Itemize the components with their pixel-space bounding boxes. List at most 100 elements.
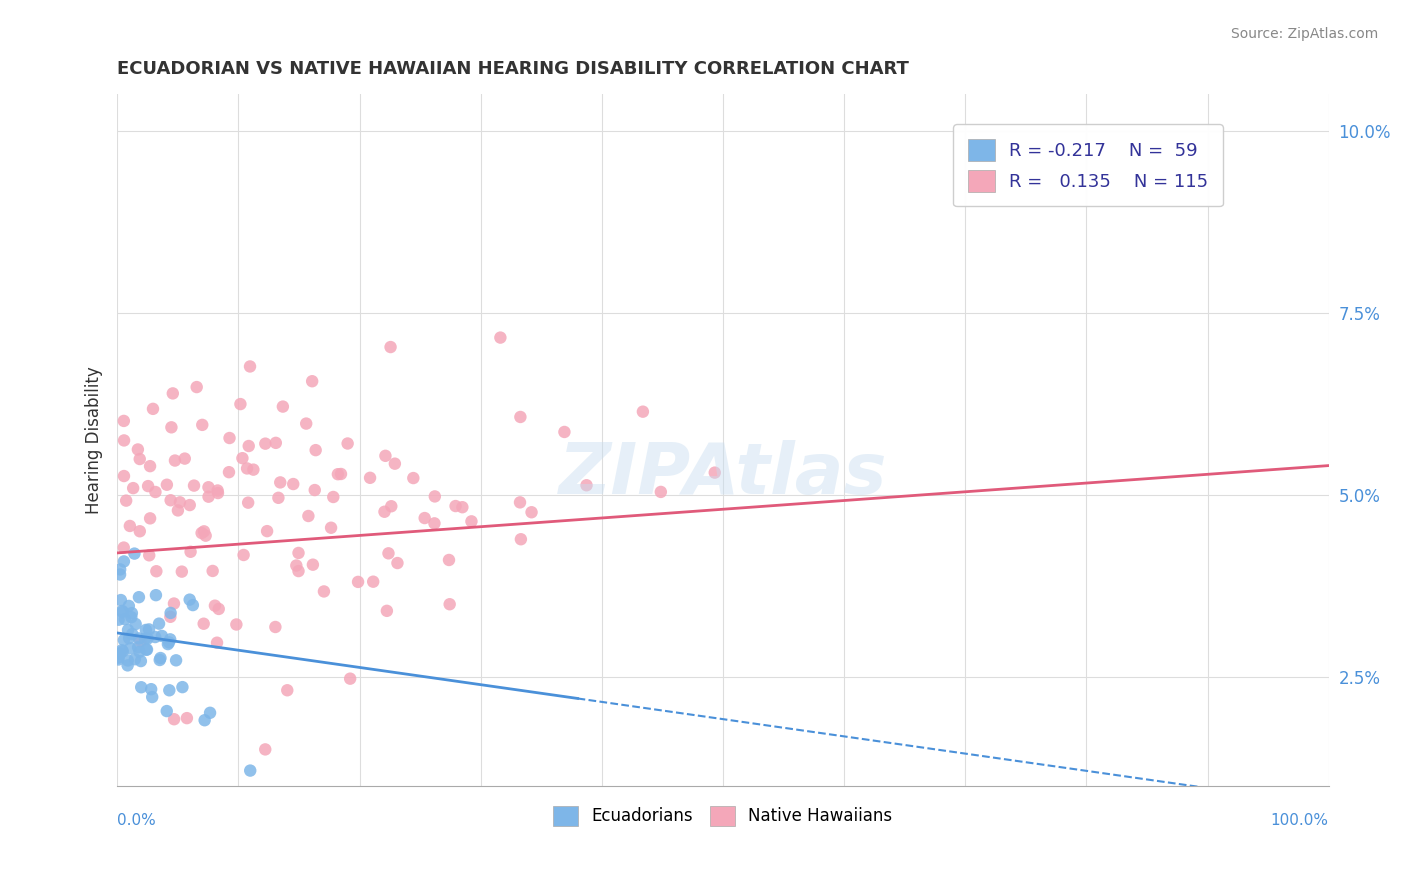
- Point: [198, 706, 221, 720]
- Point: [149, 653, 172, 667]
- Point: [232, 548, 254, 562]
- Point: [204, 599, 226, 613]
- Point: [122, 481, 145, 495]
- Point: [374, 449, 396, 463]
- Point: [120, 641, 142, 656]
- Point: [384, 457, 406, 471]
- Point: [163, 712, 186, 726]
- Point: [117, 653, 139, 667]
- Point: [190, 526, 212, 541]
- Point: [139, 511, 162, 525]
- Point: [169, 495, 191, 509]
- Point: [118, 519, 141, 533]
- Point: [142, 401, 165, 416]
- Point: [172, 680, 194, 694]
- Point: [319, 521, 342, 535]
- Point: [128, 452, 150, 467]
- Point: [124, 617, 146, 632]
- Point: [380, 340, 402, 354]
- Point: [287, 546, 309, 560]
- Point: [301, 374, 323, 388]
- Point: [197, 480, 219, 494]
- Point: [121, 627, 143, 641]
- Point: [254, 436, 277, 450]
- Point: [322, 490, 344, 504]
- Point: [118, 631, 141, 645]
- Point: [239, 764, 262, 778]
- Point: [145, 485, 167, 500]
- Point: [179, 592, 201, 607]
- Point: [186, 380, 208, 394]
- Point: [112, 633, 135, 648]
- Point: [141, 690, 163, 704]
- Point: [254, 742, 277, 756]
- Point: [287, 564, 309, 578]
- Point: [124, 547, 146, 561]
- Point: [444, 499, 467, 513]
- Point: [361, 574, 384, 589]
- Point: [423, 516, 446, 531]
- Point: [509, 495, 531, 509]
- Point: [157, 635, 180, 649]
- Point: [134, 632, 156, 646]
- Point: [143, 630, 166, 644]
- Point: [402, 471, 425, 485]
- Point: [197, 490, 219, 504]
- Point: [173, 451, 195, 466]
- Point: [165, 653, 187, 667]
- Point: [159, 493, 181, 508]
- Point: [129, 654, 152, 668]
- Point: [236, 461, 259, 475]
- Point: [267, 491, 290, 505]
- Point: [218, 465, 240, 479]
- Point: [201, 564, 224, 578]
- Text: 0.0%: 0.0%: [117, 814, 156, 829]
- Point: [118, 599, 141, 613]
- Point: [359, 471, 381, 485]
- Point: [112, 414, 135, 428]
- Point: [145, 564, 167, 578]
- Point: [225, 617, 247, 632]
- Point: [347, 574, 370, 589]
- Point: [460, 514, 482, 528]
- Point: [703, 466, 725, 480]
- Point: [373, 505, 395, 519]
- Point: [167, 503, 190, 517]
- Point: [181, 598, 204, 612]
- Point: [108, 647, 131, 661]
- Point: [330, 467, 353, 481]
- Point: [128, 590, 150, 604]
- Point: [271, 400, 294, 414]
- Point: [117, 623, 139, 637]
- Point: [112, 554, 135, 568]
- Point: [159, 609, 181, 624]
- Point: [108, 567, 131, 582]
- Point: [150, 629, 173, 643]
- Point: [387, 556, 409, 570]
- Point: [117, 658, 139, 673]
- Point: [128, 645, 150, 659]
- Point: [149, 651, 172, 665]
- Point: [136, 642, 159, 657]
- Point: [264, 435, 287, 450]
- Point: [114, 612, 136, 626]
- Point: [129, 634, 152, 648]
- Point: [229, 397, 252, 411]
- Point: [375, 604, 398, 618]
- Point: [256, 524, 278, 538]
- Point: [136, 479, 159, 493]
- Point: [127, 640, 149, 655]
- Point: [520, 505, 543, 519]
- Point: [163, 453, 186, 467]
- Point: [650, 484, 672, 499]
- Point: [302, 558, 325, 572]
- Point: [451, 500, 474, 515]
- Point: [297, 508, 319, 523]
- Point: [112, 434, 135, 448]
- Point: [439, 597, 461, 611]
- Point: [326, 467, 349, 482]
- Point: [205, 636, 228, 650]
- Point: [437, 553, 460, 567]
- Point: [377, 546, 399, 560]
- Point: [129, 680, 152, 694]
